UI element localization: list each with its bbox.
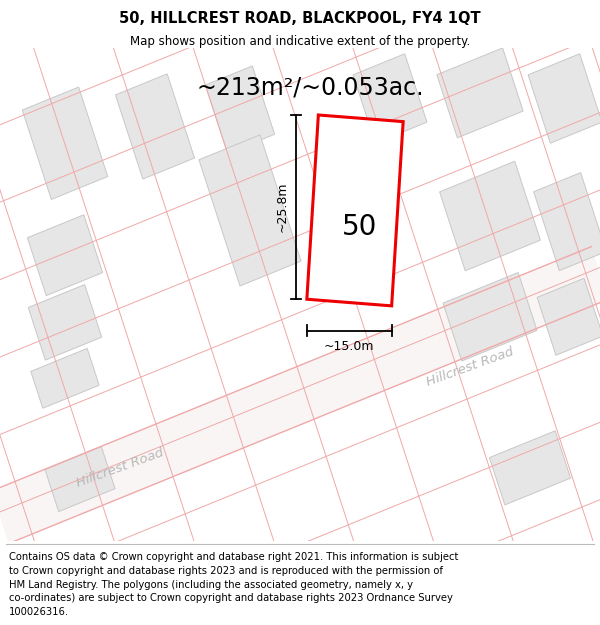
Polygon shape: [440, 161, 541, 271]
Polygon shape: [45, 446, 115, 512]
Text: ~213m²/~0.053ac.: ~213m²/~0.053ac.: [196, 75, 424, 99]
Polygon shape: [31, 348, 99, 408]
Polygon shape: [533, 173, 600, 271]
Text: Contains OS data © Crown copyright and database right 2021. This information is : Contains OS data © Crown copyright and d…: [9, 552, 458, 617]
Text: ~15.0m: ~15.0m: [324, 340, 374, 352]
Polygon shape: [490, 431, 571, 505]
Polygon shape: [307, 115, 403, 306]
Text: 50: 50: [343, 213, 377, 241]
Polygon shape: [115, 74, 194, 179]
Text: Map shows position and indicative extent of the property.: Map shows position and indicative extent…: [130, 34, 470, 48]
Text: 50, HILLCREST ROAD, BLACKPOOL, FY4 1QT: 50, HILLCREST ROAD, BLACKPOOL, FY4 1QT: [119, 11, 481, 26]
Polygon shape: [437, 48, 523, 138]
Polygon shape: [0, 247, 600, 544]
Polygon shape: [443, 272, 537, 361]
Polygon shape: [28, 215, 103, 296]
Polygon shape: [199, 135, 301, 286]
Text: Hillcrest Road: Hillcrest Road: [425, 345, 515, 389]
Text: ~25.8m: ~25.8m: [276, 182, 289, 232]
Polygon shape: [528, 54, 600, 143]
Text: Hillcrest Road: Hillcrest Road: [74, 446, 166, 490]
Polygon shape: [353, 54, 427, 143]
Polygon shape: [205, 66, 275, 154]
Polygon shape: [537, 278, 600, 355]
Polygon shape: [22, 87, 108, 199]
Polygon shape: [28, 284, 102, 360]
